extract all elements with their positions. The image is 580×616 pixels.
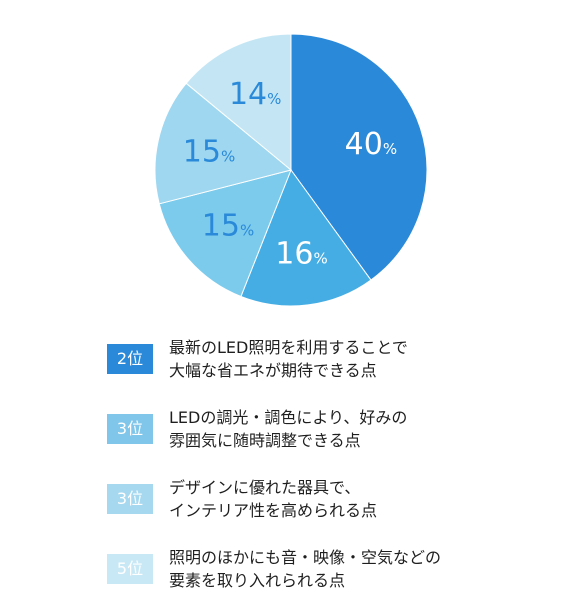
pie-slice-2 [158,169,292,298]
legend-item: 2位 最新のLED照明を利用することで 大幅な省エネが期待できる点 [107,336,547,382]
reason-line: 要素を取り入れられる点 [169,571,346,590]
reason-line: 照明のほかにも音・映像・空気などの [169,548,442,567]
pie-slice-4 [185,33,292,172]
legend-item: 3位 デザインに優れた器具で、 インテリア性を高められる点 [107,476,547,522]
slice-label-1: 16% [275,236,327,271]
slice-label-0: 40% [345,127,397,162]
pie-chart: 40% 16% 15% 15% 14% [154,33,428,307]
reason-line: LEDの調光・調色により、好みの [169,408,408,427]
reason-text: LEDの調光・調色により、好みの 雰囲気に随時調整できる点 [169,406,549,452]
pie-slice-1 [240,168,372,307]
slice-label-2: 15% [202,209,254,244]
rank-badge: 2位 [107,344,153,374]
slice-label-3: 15% [183,135,235,170]
rank-badge: 3位 [107,414,153,444]
reason-text: 照明のほかにも音・映像・空気などの 要素を取り入れられる点 [169,546,549,592]
legend: 2位 最新のLED照明を利用することで 大幅な省エネが期待できる点 3位 LED… [107,336,547,616]
reason-line: 最新のLED照明を利用することで [169,338,408,357]
pie-slice-3 [154,82,293,205]
reason-line: 雰囲気に随時調整できる点 [169,431,361,450]
reason-text: 最新のLED照明を利用することで 大幅な省エネが期待できる点 [169,336,549,382]
reason-line: インテリア性を高められる点 [169,501,378,520]
pie-slice-0 [290,33,428,281]
legend-item: 5位 照明のほかにも音・映像・空気などの 要素を取り入れられる点 [107,546,547,592]
reason-line: デザインに優れた器具で、 [169,478,361,497]
rank-badge: 3位 [107,484,153,514]
slice-label-4: 14% [229,77,281,112]
rank-badge: 5位 [107,554,153,584]
reason-line: 大幅な省エネが期待できる点 [169,361,377,380]
legend-item: 3位 LEDの調光・調色により、好みの 雰囲気に随時調整できる点 [107,406,547,452]
reason-text: デザインに優れた器具で、 インテリア性を高められる点 [169,476,549,522]
